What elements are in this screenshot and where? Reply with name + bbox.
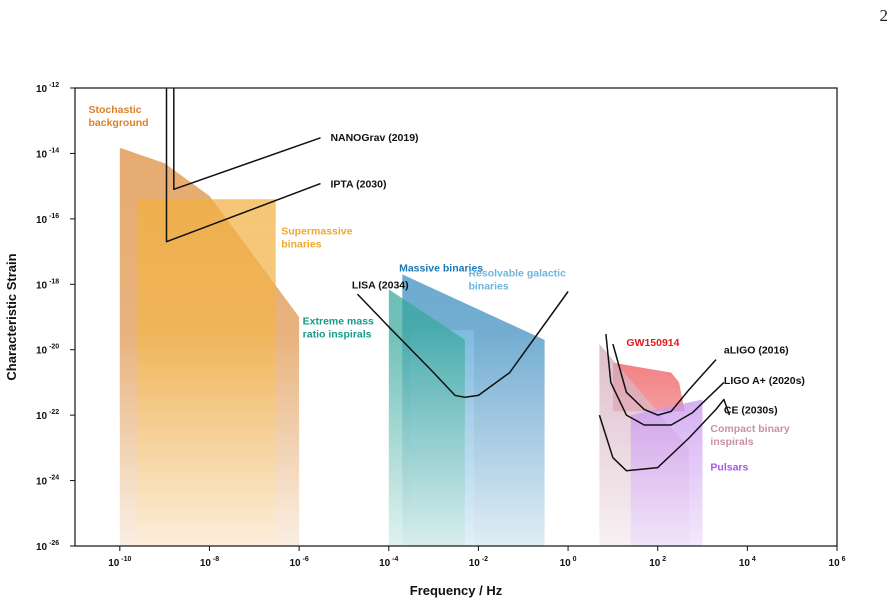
supermassive-binaries-region xyxy=(137,199,276,546)
compact-binary-inspirals-label: Compact binary inspirals xyxy=(710,423,790,448)
extreme-mass-ratio-inspirals-region xyxy=(388,289,465,546)
y-tick-label: 10 -14 xyxy=(36,147,59,160)
x-tick-label: 10 -2 xyxy=(469,556,488,569)
ipta-2030-curve xyxy=(165,88,321,243)
x-axis-title: Frequency / Hz xyxy=(410,583,503,598)
x-tick-label: 10 6 xyxy=(829,556,846,569)
x-tick-label: 10 -8 xyxy=(200,556,219,569)
gw150914-label: GW150914 xyxy=(626,337,679,349)
pulsars-region xyxy=(630,399,703,546)
x-tick-label: 10 0 xyxy=(560,556,577,569)
ligo-a-2020s-label: LIGO A+ (2020s) xyxy=(724,375,805,387)
y-tick-label: 10 -18 xyxy=(36,278,59,291)
y-tick-label: 10 -12 xyxy=(36,82,59,95)
source-regions xyxy=(119,147,703,546)
detector-curves xyxy=(165,88,731,472)
y-tick-label: 10 -24 xyxy=(36,475,59,488)
ligo-a-2020s-curve xyxy=(605,334,725,426)
nanograv-2019-curve xyxy=(173,88,321,191)
plot-frame xyxy=(74,87,838,547)
x-tick-label: 10 -10 xyxy=(108,556,131,569)
pulsars-label: Pulsars xyxy=(710,462,748,474)
y-tick-label: 10 -22 xyxy=(36,409,59,422)
x-tick-label: 10 -4 xyxy=(379,556,398,569)
ipta-2030-label: IPTA (2030) xyxy=(330,179,386,191)
y-tick-label: 10 -26 xyxy=(36,540,59,553)
axis-ticks: 10 -10 10 -8 10 -6 10 -4 10 -2 10 0 10 2 10 4 10… xyxy=(36,82,846,569)
aligo-2016-label: aLIGO (2016) xyxy=(724,345,789,357)
y-tick-label: 10 -20 xyxy=(36,344,59,357)
nanograv-2019-label: NANOGrav (2019) xyxy=(330,132,418,144)
massive-binaries-label: Massive binaries xyxy=(399,262,483,274)
lisa-2034-label: LISA (2034) xyxy=(352,279,409,291)
aligo-2016-curve xyxy=(612,343,717,416)
lisa-2034-curve xyxy=(356,291,569,399)
x-tick-label: 10 -6 xyxy=(289,556,308,569)
x-tick-label: 10 4 xyxy=(739,556,756,569)
series-labels: Stochastic background Supermassive binaries… xyxy=(88,104,804,474)
x-tick-label: 10 2 xyxy=(649,556,666,569)
resolvable-galactic-binaries-label: Resolvable galactic binaries xyxy=(468,268,566,293)
stochastic-background-label: Stochastic background xyxy=(88,104,148,129)
supermassive-binaries-label: Supermassive binaries xyxy=(281,226,352,251)
page-number: 2 xyxy=(879,6,889,25)
ce-2030s-label: CE (2030s) xyxy=(724,404,778,416)
ce-2030s-curve xyxy=(598,398,731,472)
y-tick-label: 10 -16 xyxy=(36,213,59,226)
y-axis-title: Characteristic Strain xyxy=(4,253,19,380)
extreme-mass-ratio-inspirals-label: Extreme mass ratio inspirals xyxy=(303,315,374,340)
